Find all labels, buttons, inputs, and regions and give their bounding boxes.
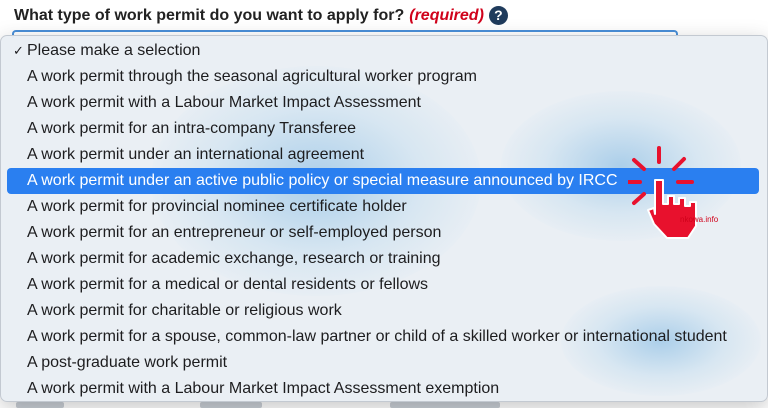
dropdown-option[interactable]: A work permit with a Labour Market Impac…	[7, 90, 759, 116]
dropdown-option[interactable]: A work permit under an international agr…	[7, 142, 759, 168]
dropdown-option[interactable]: A post-graduate work permit	[7, 350, 759, 376]
dropdown-option[interactable]: A work permit under an active public pol…	[7, 168, 759, 194]
dropdown-option-label: A work permit for a spouse, common-law p…	[27, 328, 727, 345]
dropdown-option-label: A work permit for provincial nominee cer…	[27, 198, 407, 215]
dropdown-option-label: A work permit under an active public pol…	[27, 172, 618, 189]
dropdown-option-label: A work permit for a medical or dental re…	[27, 276, 429, 293]
work-permit-select[interactable]	[12, 30, 678, 38]
dropdown-option-label: A work permit for an intra-company Trans…	[27, 120, 357, 137]
required-marker: (required)	[409, 6, 484, 24]
dropdown-option-label: A work permit with a Labour Market Impac…	[27, 380, 500, 397]
dropdown-option-label: A work permit for academic exchange, res…	[27, 250, 441, 267]
dropdown-option[interactable]: A work permit for charitable or religiou…	[7, 298, 759, 324]
dropdown-option[interactable]: A work permit for an entrepreneur or sel…	[7, 220, 759, 246]
question-text: What type of work permit do you want to …	[14, 6, 405, 24]
dropdown-option[interactable]: A work permit for an intra-company Trans…	[7, 116, 759, 142]
background-glow	[561, 286, 761, 396]
click-cursor-overlay	[628, 146, 697, 239]
question-label: What type of work permit do you want to …	[14, 6, 508, 25]
dropdown-option[interactable]: A work permit through the seasonal agric…	[7, 64, 759, 90]
dropdown-option-label: Please make a selection	[27, 42, 201, 59]
help-icon[interactable]: ?	[488, 6, 508, 25]
dropdown-option[interactable]: A work permit for academic exchange, res…	[7, 246, 759, 272]
dropdown-option-label: A work permit for an entrepreneur or sel…	[27, 224, 442, 241]
dropdown-option[interactable]: A work permit for a spouse, common-law p…	[7, 324, 759, 350]
click-burst-icon	[628, 146, 694, 205]
dropdown-option-label: A work permit through the seasonal agric…	[27, 68, 477, 85]
background-glow	[501, 91, 741, 241]
watermark: nkowa.info	[680, 215, 719, 224]
work-permit-dropdown-menu: ✓ Please make a selection A work permit th…	[0, 35, 768, 402]
dropdown-option-label: A post-graduate work permit	[27, 354, 228, 371]
checkmark-icon: ✓	[13, 43, 24, 58]
dropdown-option[interactable]: A work permit with a Labour Market Impac…	[7, 376, 759, 401]
dropdown-option-label: A work permit under an international agr…	[27, 146, 365, 163]
dropdown-option[interactable]: A work permit for a medical or dental re…	[7, 272, 759, 298]
dropdown-option[interactable]: A work permit for provincial nominee cer…	[7, 194, 759, 220]
option-list: ✓ Please make a selection A work permit th…	[1, 36, 767, 401]
hand-pointer-icon	[647, 179, 697, 239]
dropdown-option-label: A work permit for charitable or religiou…	[27, 302, 342, 319]
dropdown-option-label: A work permit with a Labour Market Impac…	[27, 94, 421, 111]
dropdown-option[interactable]: ✓ Please make a selection	[7, 38, 759, 64]
form-content-below	[0, 400, 768, 408]
